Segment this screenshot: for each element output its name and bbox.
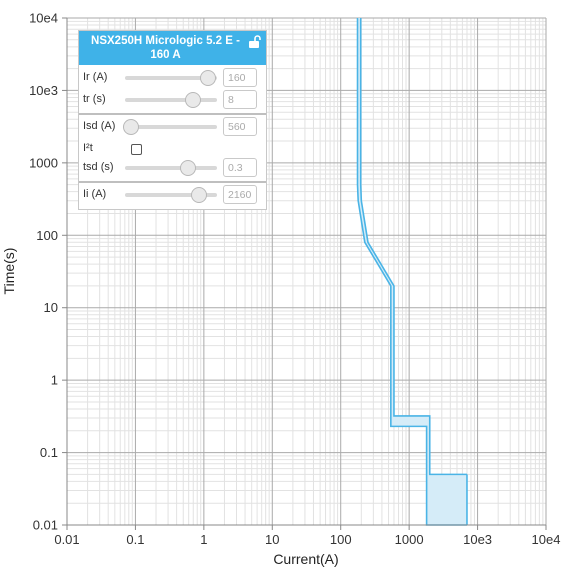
chart-axes: 0.010.1110100100010e310e410e50.010.11101… [29, 11, 561, 548]
ir-value-field[interactable]: 160 [223, 68, 257, 87]
x-tick-label: 100 [330, 532, 352, 547]
tr-value-field[interactable]: 8 [223, 90, 257, 109]
x-tick-label: 0.1 [126, 532, 144, 547]
ii-setting-row: Ii (A) 2160 [79, 184, 266, 206]
ii-slider[interactable] [125, 187, 217, 203]
ii-value-field[interactable]: 2160 [223, 185, 257, 204]
tsd-label: tsd (s) [83, 161, 114, 173]
isd-value-field[interactable]: 560 [223, 117, 257, 136]
tr-slider[interactable] [125, 92, 217, 108]
breaker-settings-panel: NSX250H Micrologic 5.2 E - 160 A Ir (A) … [78, 30, 267, 210]
ir-setting-row: Ir (A) 160 [79, 67, 266, 89]
trip-band-fill [357, 18, 467, 525]
tr-slider-thumb[interactable] [185, 92, 202, 108]
i2t-checkbox[interactable] [131, 144, 142, 155]
y-tick-label: 1 [51, 373, 58, 388]
y-tick-label: 10 [44, 300, 58, 315]
ir-slider-thumb[interactable] [199, 70, 216, 86]
ir-label: Ir (A) [83, 71, 108, 83]
ir-slider[interactable] [125, 70, 217, 86]
ii-slider-thumb[interactable] [190, 187, 207, 203]
tsd-slider-thumb[interactable] [179, 160, 196, 176]
breaker-title: NSX250H Micrologic 5.2 E - 160 A [91, 35, 240, 61]
trip-curve-band [356, 18, 468, 526]
section-divider [79, 181, 266, 183]
isd-slider[interactable] [123, 119, 217, 135]
y-tick-label: 0.1 [40, 445, 58, 460]
tsd-value-field[interactable]: 0.3 [223, 158, 257, 177]
y-tick-label: 100 [36, 228, 58, 243]
y-axis-title: Time(s) [1, 248, 17, 295]
isd-label: Isd (A) [83, 120, 116, 132]
tr-setting-row: tr (s) 8 [79, 89, 266, 111]
i2t-label: I²t [83, 142, 93, 154]
breaker-title-bar: NSX250H Micrologic 5.2 E - 160 A [79, 31, 266, 65]
x-tick-label: 10 [265, 532, 279, 547]
upper-trip-curve [359, 18, 467, 476]
section-divider [79, 113, 266, 115]
tsd-setting-row: tsd (s) 0.3 [79, 157, 266, 179]
y-tick-label: 0.01 [33, 518, 58, 533]
y-tick-label: 10e4 [29, 11, 58, 26]
x-axis-title: Current(A) [273, 551, 338, 567]
unlock-icon[interactable] [248, 35, 262, 49]
x-tick-label: 1 [200, 532, 207, 547]
lower-trip-curve [356, 18, 467, 526]
ii-label: Ii (A) [83, 188, 107, 200]
isd-slider-thumb[interactable] [123, 119, 140, 135]
y-tick-label: 10e3 [29, 83, 58, 98]
i2t-setting-row: I²t [79, 138, 266, 160]
isd-setting-row: Isd (A) 560 [79, 116, 266, 138]
tsd-slider[interactable] [125, 160, 217, 176]
tr-label: tr (s) [83, 93, 106, 105]
x-tick-label: 1000 [395, 532, 424, 547]
x-tick-label: 10e4 [532, 532, 561, 547]
y-tick-label: 1000 [29, 155, 58, 170]
x-tick-label: 0.01 [54, 532, 79, 547]
x-tick-label: 10e3 [463, 532, 492, 547]
